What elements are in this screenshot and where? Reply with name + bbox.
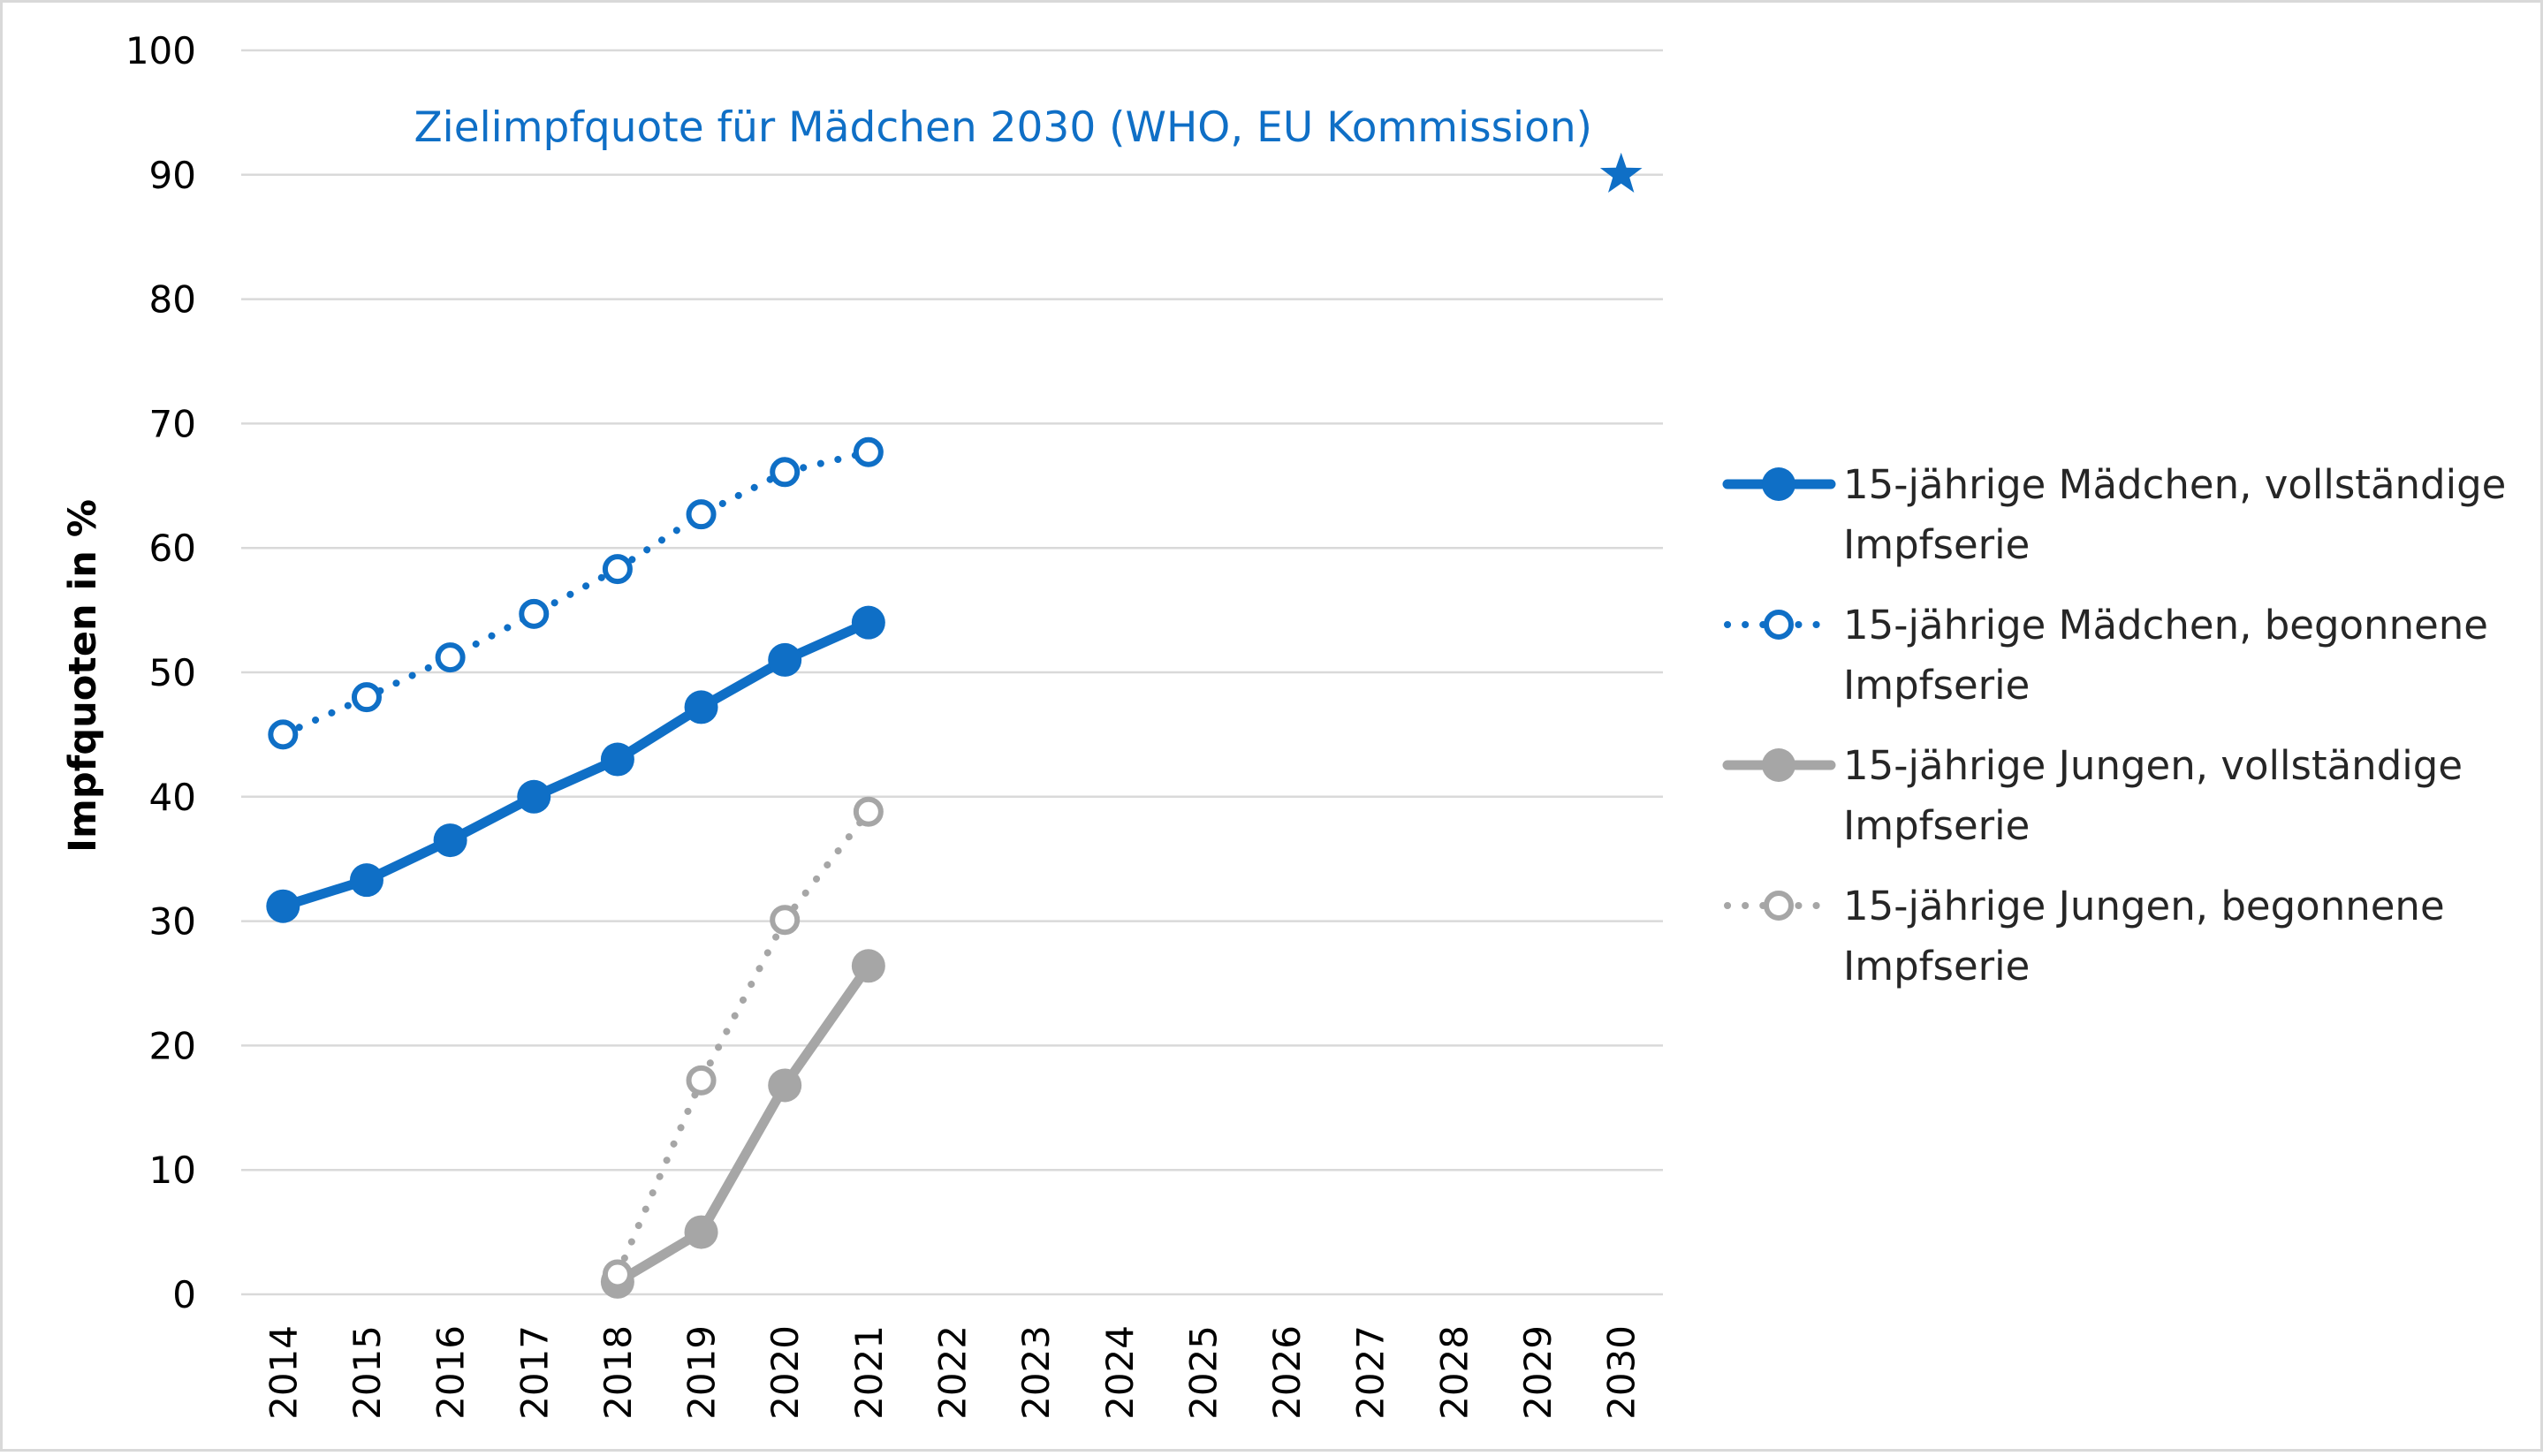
data-point	[266, 889, 300, 923]
x-tick-label: 2019	[680, 1325, 724, 1420]
legend-swatch-marker	[1762, 467, 1795, 501]
y-axis-tick-labels: 0 10 20 30 40 50 60 70 80 90 100	[125, 29, 196, 1316]
x-tick-label: 2017	[512, 1325, 556, 1420]
x-tick-label: 2025	[1181, 1325, 1225, 1420]
legend-item: 15-jährige Mädchen, begonnene Impfserie	[1724, 602, 2488, 709]
x-tick-label: 2029	[1516, 1325, 1560, 1420]
target-star-marker	[1599, 152, 1643, 193]
series-line	[613, 808, 872, 1278]
x-tick-label: 2026	[1265, 1325, 1309, 1420]
gridlines	[241, 49, 1663, 1296]
data-point	[349, 863, 383, 898]
legend-label: 15-jährige Mädchen, vollständige Impfseri…	[1843, 461, 2506, 568]
y-tick-label: 0	[172, 1273, 196, 1316]
y-tick-label: 90	[149, 154, 196, 197]
x-tick-label: 2022	[931, 1325, 975, 1420]
x-tick-label: 2016	[429, 1325, 473, 1420]
x-tick-label: 2028	[1432, 1325, 1476, 1420]
data-point	[433, 823, 467, 858]
y-tick-label: 100	[125, 29, 196, 72]
data-point	[768, 1068, 802, 1103]
data-point	[517, 779, 551, 814]
data-point	[519, 598, 550, 629]
y-tick-label: 80	[149, 278, 196, 322]
x-tick-label: 2024	[1098, 1325, 1142, 1420]
legend-label: 15-jährige Jungen, vollständige Impfserie	[1843, 742, 2463, 849]
x-tick-label: 2023	[1014, 1325, 1058, 1420]
data-point	[770, 905, 801, 936]
x-tick-label: 2027	[1349, 1325, 1393, 1420]
legend-item: 15-jährige Jungen, begonnene Impfserie	[1724, 883, 2445, 990]
data-point	[851, 949, 885, 983]
series-4	[602, 796, 884, 1290]
data-point	[851, 605, 885, 640]
x-tick-label: 2030	[1600, 1325, 1643, 1420]
annotations: Zielimpfquote für Mädchen 2030 (WHO, EU …	[414, 103, 1643, 193]
data-point	[602, 1259, 633, 1290]
data-point	[768, 642, 802, 677]
x-axis-tick-labels: 2014 2015 2016 2017 2018 2019 2020 2021 2022 2023…	[262, 1325, 1643, 1420]
series-1	[266, 605, 885, 923]
series-2	[268, 436, 884, 750]
x-tick-label: 2018	[596, 1325, 640, 1420]
x-tick-label: 2015	[345, 1325, 389, 1420]
y-tick-label: 40	[149, 776, 196, 819]
data-point	[684, 690, 718, 724]
target-annotation-label: Zielimpfquote für Mädchen 2030 (WHO, EU …	[414, 103, 1592, 152]
series-lines	[266, 436, 885, 1299]
y-tick-label: 60	[149, 527, 196, 570]
data-point	[770, 457, 801, 488]
data-point	[351, 682, 382, 713]
y-tick-label: 30	[149, 900, 196, 944]
legend-item: 15-jährige Jungen, vollständige Impfserie	[1722, 742, 2463, 849]
data-point	[600, 742, 634, 777]
data-point	[435, 642, 466, 673]
series-line	[612, 960, 874, 1287]
data-point	[602, 554, 633, 585]
legend-swatch-marker	[1762, 748, 1795, 782]
legend-label: 15-jährige Mädchen, begonnene Impfserie	[1843, 602, 2488, 709]
legend-item: 15-jährige Mädchen, vollständige Impfseri…	[1722, 461, 2506, 568]
legend-swatch-marker	[1764, 891, 1794, 921]
x-tick-label: 2014	[262, 1325, 305, 1420]
y-tick-label: 10	[149, 1149, 196, 1192]
y-tick-label: 50	[149, 651, 196, 694]
data-point	[853, 436, 884, 467]
series-line	[279, 448, 872, 739]
y-tick-label: 20	[149, 1024, 196, 1067]
legend-swatch-marker	[1764, 610, 1794, 640]
data-point	[853, 796, 884, 827]
data-point	[268, 719, 299, 750]
x-tick-label: 2020	[763, 1325, 807, 1420]
legend-label: 15-jährige Jungen, begonnene Impfserie	[1843, 883, 2445, 990]
data-point	[686, 499, 717, 530]
legend: 15-jährige Mädchen, vollständige Impfseri…	[1722, 461, 2506, 990]
x-tick-label: 2021	[847, 1325, 891, 1420]
y-tick-label: 70	[149, 402, 196, 445]
data-point	[684, 1215, 718, 1249]
data-point	[686, 1065, 717, 1096]
y-axis-label: Impfquoten in %	[61, 499, 105, 853]
